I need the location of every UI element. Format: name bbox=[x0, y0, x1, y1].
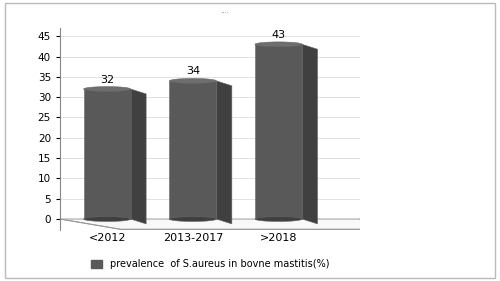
Text: ....: .... bbox=[220, 8, 230, 14]
Ellipse shape bbox=[84, 87, 130, 92]
Polygon shape bbox=[302, 44, 318, 224]
Ellipse shape bbox=[84, 217, 130, 221]
Ellipse shape bbox=[255, 42, 302, 47]
Legend: prevalence  of S.aureus in bovne mastitis(%): prevalence of S.aureus in bovne mastitis… bbox=[86, 255, 334, 273]
Polygon shape bbox=[216, 81, 232, 224]
Ellipse shape bbox=[170, 217, 216, 221]
Polygon shape bbox=[130, 89, 146, 224]
Bar bbox=[255, 44, 302, 219]
Ellipse shape bbox=[255, 217, 302, 221]
Text: 32: 32 bbox=[100, 74, 114, 85]
Ellipse shape bbox=[170, 78, 216, 83]
Bar bbox=[84, 89, 130, 219]
Bar bbox=[170, 81, 216, 219]
Text: 34: 34 bbox=[186, 66, 200, 76]
Text: 43: 43 bbox=[272, 30, 285, 40]
Polygon shape bbox=[60, 219, 420, 229]
